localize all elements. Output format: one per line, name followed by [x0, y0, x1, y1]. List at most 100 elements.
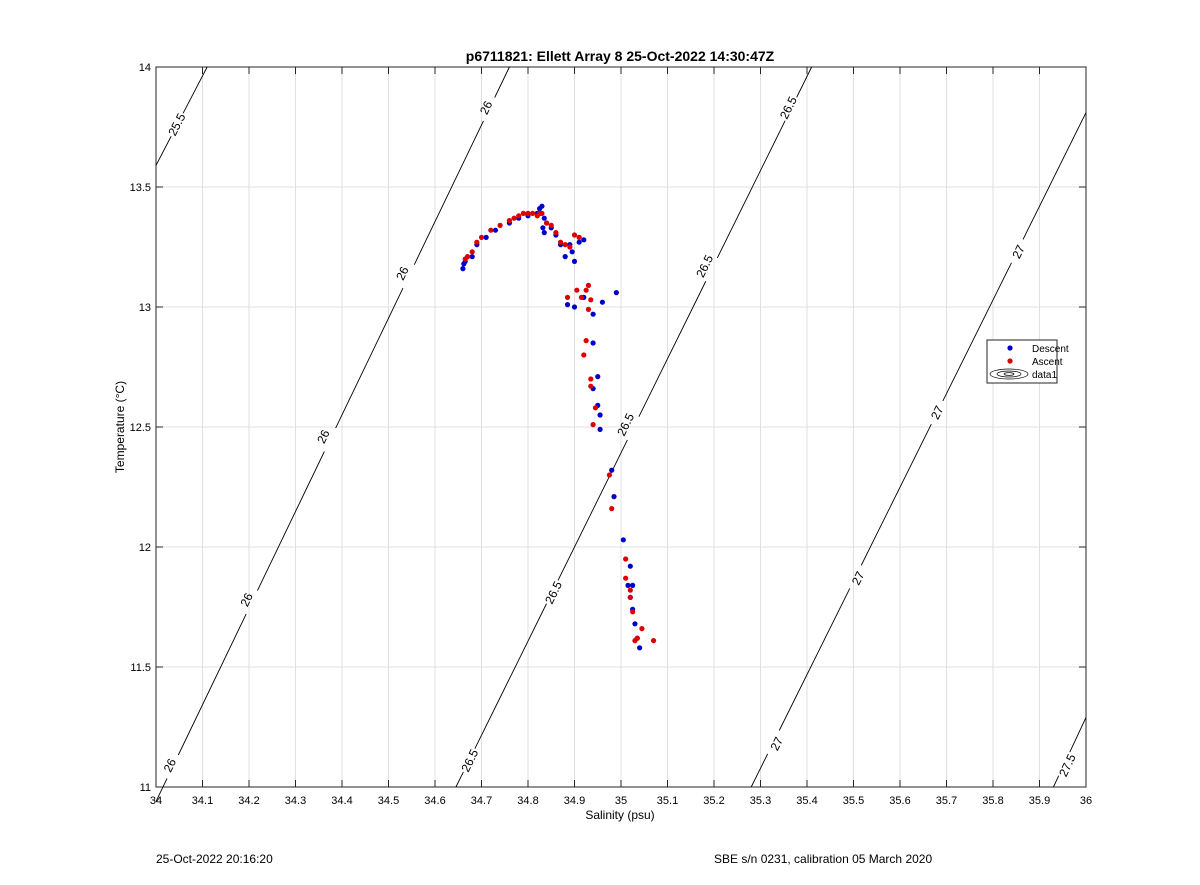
- contour-line-27: [1022, 112, 1087, 240]
- x-tick-label: 34.8: [517, 795, 538, 807]
- x-axis-label: Salinity (psu): [585, 808, 654, 822]
- descent-point: [539, 203, 545, 209]
- contour-line-26: [155, 778, 168, 802]
- x-tick-label: 34.5: [378, 795, 399, 807]
- ascent-point: [464, 254, 471, 260]
- ascent-point: [576, 234, 582, 240]
- ascent-point: [588, 383, 594, 389]
- ascent-point: [516, 213, 522, 219]
- ascent-point: [469, 249, 475, 255]
- descent-point: [576, 239, 582, 245]
- ascent-point: [585, 306, 592, 312]
- contour-line-26-5: [716, 120, 786, 259]
- contour-label: 26.5: [693, 252, 716, 279]
- ascent-point: [544, 220, 550, 226]
- ascent-point: [623, 575, 629, 581]
- x-tick-label: 35.6: [889, 795, 910, 807]
- descent-point: [541, 215, 547, 221]
- legend-label-ascent: Ascent: [1032, 357, 1063, 368]
- ascent-point: [539, 210, 545, 216]
- contour-label: 26.5: [542, 579, 565, 606]
- descent-point: [590, 311, 596, 317]
- ascent-point: [590, 422, 596, 428]
- contour-label: 27: [849, 569, 868, 587]
- descent-point: [620, 537, 626, 543]
- contour-line-26-5: [638, 281, 707, 417]
- legend-label-descent: Descent: [1032, 344, 1069, 355]
- contour-label: 26: [393, 264, 412, 282]
- ascent-point: [609, 506, 615, 512]
- ascent-point: [630, 609, 636, 615]
- contour-line-26: [413, 120, 484, 265]
- y-tick-label: 11.5: [130, 662, 151, 674]
- contour-line-27-5: [1053, 775, 1060, 788]
- descent-point: [625, 582, 631, 589]
- y-tick-label: 11: [140, 782, 151, 794]
- x-tick-label: 35.8: [982, 795, 1003, 807]
- ascent-point: [574, 287, 580, 293]
- ascent-point: [583, 287, 589, 293]
- descent-point: [637, 645, 643, 651]
- ascent-point: [564, 294, 571, 300]
- contour-label: 26.5: [777, 94, 800, 121]
- ascent-point: [650, 638, 657, 644]
- ascent-point: [588, 297, 594, 303]
- contour-label: 26: [477, 98, 496, 116]
- x-tick-label: 35: [615, 795, 627, 807]
- y-tick-label: 12: [139, 542, 151, 554]
- contour-line-26: [257, 451, 325, 591]
- descent-point: [630, 582, 636, 589]
- contour-line-26: [335, 287, 404, 429]
- descent-point: [590, 340, 596, 346]
- legend: Descent Ascent data1: [986, 339, 1069, 384]
- x-tick-label: 35.9: [1029, 795, 1050, 807]
- y-tick-label: 13: [139, 302, 151, 314]
- contour-line-26-5: [557, 439, 628, 581]
- contour-line-26-5: [474, 603, 547, 749]
- footer-timestamp: 25-Oct-2022 20:16:20: [156, 852, 273, 866]
- descent-point: [541, 230, 547, 236]
- descent-point: [562, 254, 568, 260]
- ascent-point: [578, 294, 585, 300]
- ascent-point: [478, 234, 485, 240]
- contour-line-26-5: [455, 771, 464, 788]
- contour-icon: [989, 368, 1029, 380]
- x-tick-label: 35.3: [750, 795, 771, 807]
- y-axis-label: Temperature (°C): [113, 381, 127, 473]
- ascent-point: [497, 222, 503, 228]
- legend-label-data1: data1: [1032, 370, 1057, 381]
- contour-label: 26.5: [458, 747, 481, 774]
- contour-label: 26: [237, 590, 256, 608]
- ascent-point: [525, 210, 531, 216]
- contour-label: 27: [1009, 242, 1028, 260]
- descent-point: [627, 563, 633, 569]
- x-tick-label: 34.3: [285, 795, 306, 807]
- ascent-point: [606, 472, 612, 478]
- legend-marker-descent: [1007, 345, 1013, 351]
- ascent-point: [567, 244, 573, 250]
- x-tick-label: 34.4: [331, 795, 352, 807]
- descent-point: [595, 374, 601, 380]
- x-tick-label: 35.7: [936, 795, 957, 807]
- ascent-point: [520, 210, 526, 216]
- descent-point: [540, 225, 546, 231]
- x-tick-label: 34.7: [471, 795, 492, 807]
- descent-point: [483, 234, 489, 240]
- contour-label: 26: [314, 427, 333, 445]
- descent-point: [469, 254, 475, 260]
- contour-label: 26.5: [614, 411, 637, 438]
- y-tick-label: 12.5: [130, 422, 151, 434]
- ascent-point: [557, 239, 564, 245]
- contour-label: 27.5: [1056, 752, 1079, 779]
- contour-label: 25.5: [165, 111, 188, 138]
- x-tick-label: 34.1: [192, 795, 213, 807]
- descent-point: [597, 412, 603, 418]
- ascent-point: [588, 376, 594, 382]
- descent-point: [569, 249, 575, 255]
- ascent-point: [511, 215, 517, 221]
- descent-point: [599, 299, 606, 305]
- ascent-point: [488, 227, 494, 233]
- ascent-point: [627, 587, 633, 593]
- legend-marker-ascent: [1007, 358, 1013, 364]
